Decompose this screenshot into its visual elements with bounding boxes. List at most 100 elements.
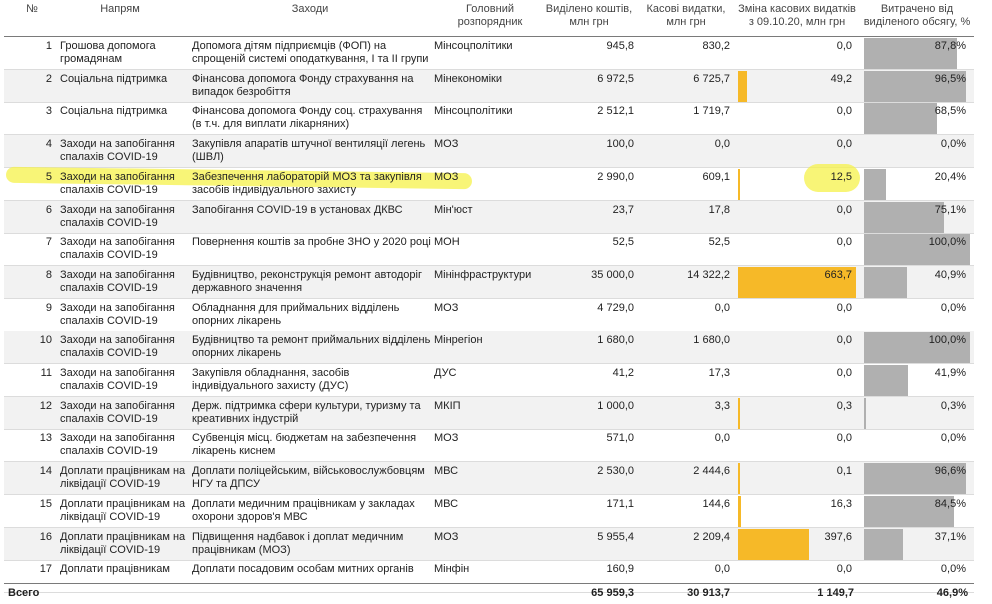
header-num[interactable]: № [26,3,38,15]
row-direction: Доплати працівникам на ліквідації COVID-… [60,465,186,490]
row-divider [4,233,974,234]
row-measure: Будівництво та ремонт приймальних відділ… [192,334,431,359]
table-row[interactable]: 14 Доплати працівникам на ліквідації COVI… [4,462,974,495]
row-divider [4,461,974,462]
row-direction: Заходи на запобігання спалахів COVID-19 [60,400,175,425]
row-num: 13 [39,432,52,444]
row-divider [4,200,974,201]
row-change: 0,0 [836,138,852,150]
table-row[interactable]: 16 Доплати працівникам на ліквідації COVI… [4,528,974,561]
table-row[interactable]: 5 Заходи на запобігання спалахів COVID-19… [4,164,974,201]
table-row[interactable]: 2 Соціальна підтримка Фінансова допомога Ф… [4,70,974,103]
header-direction[interactable]: Напрям [100,3,140,15]
row-divider [4,429,974,430]
row-divider [4,69,974,70]
row-manager: МОЗ [434,138,459,150]
row-measure: Будівництво, реконструкція ремонт автодо… [192,269,422,294]
change-bar [738,398,740,429]
table-row[interactable]: 13 Заходи на запобігання спалахів COVID-1… [4,429,974,462]
pct-bar [864,103,937,134]
row-direction: Заходи на запобігання спалахів COVID-19 [60,334,175,359]
row-manager: Мінінфраструктури [434,269,532,281]
row-num: 14 [39,465,52,477]
table-row[interactable]: 17 Доплати працівникам Доплати посадовим о… [4,560,974,593]
header-manager[interactable]: Головний розпорядник [457,3,523,28]
pct-bar [864,332,970,363]
row-change: 0,0 [836,367,852,379]
row-divider [4,298,974,299]
row-allocated: 100,0 [606,138,634,150]
table-row[interactable]: 4 Заходи на запобігання спалахів COVID-19… [4,135,974,168]
table-row[interactable]: 7 Заходи на запобігання спалахів COVID-19… [4,233,974,266]
row-measure: Субвенція місц. бюджетам на забезпечення… [192,432,417,457]
row-change: 397,6 [824,531,852,543]
row-num: 5 [45,171,52,183]
row-pct: 37,1% [934,531,966,543]
row-change: 0,0 [836,302,852,314]
row-direction: Заходи на запобігання спалахів COVID-19 [60,138,175,163]
header-pct[interactable]: Витрачено від виділеного обсягу, % [863,3,971,28]
row-pct: 0,0% [940,563,966,575]
row-manager: МОЗ [434,432,459,444]
row-divider [4,134,974,135]
change-bar [738,267,856,298]
table-row[interactable]: 6 Заходи на запобігання спалахів COVID-19… [4,201,974,234]
table-row[interactable]: 9 Заходи на запобігання спалахів COVID-19… [4,299,974,332]
row-manager: МОЗ [434,302,459,314]
row-allocated: 35 000,0 [591,269,634,281]
row-direction: Соціальна підтримка [60,73,168,85]
table-row[interactable]: 1 Грошова допомога громадянам Допомога діт… [4,37,974,70]
table-header: № Напрям Заходи Головний розпорядник Вид… [0,0,992,36]
total-label: Всего [8,587,40,599]
table-row[interactable]: 8 Заходи на запобігання спалахів COVID-19… [4,266,974,299]
row-allocated: 4 729,0 [597,302,634,314]
row-manager: Мін'юст [434,204,473,216]
total-spent: 30 913,7 [687,587,730,599]
row-measure: Доплати медичним працівникам у закладах … [192,498,415,523]
row-divider [4,363,974,364]
row-direction: Заходи на запобігання спалахів COVID-19 [60,171,175,196]
row-allocated: 160,9 [606,563,634,575]
row-divider [4,265,974,266]
row-spent: 0,0 [714,563,730,575]
row-direction: Заходи на запобігання спалахів COVID-19 [60,432,175,457]
row-divider [4,494,974,495]
total-allocated: 65 959,3 [591,587,634,599]
row-num: 7 [45,236,52,248]
pct-bar [864,365,909,396]
row-direction: Заходи на запобігання спалахів COVID-19 [60,204,175,229]
header-spent[interactable]: Касові видатки, млн грн [646,3,726,28]
row-direction: Заходи на запобігання спалахів COVID-19 [60,269,175,294]
row-allocated: 945,8 [606,40,634,52]
pct-bar [864,267,908,298]
row-num: 12 [39,400,52,412]
table-row[interactable]: 15 Доплати працівникам на ліквідації COVI… [4,495,974,528]
row-pct: 68,5% [934,105,966,117]
table-row[interactable]: 11 Заходи на запобігання спалахів COVID-1… [4,364,974,397]
row-change: 16,3 [830,498,852,510]
table-row[interactable]: 3 Соціальна підтримка Фінансова допомога Ф… [4,102,974,135]
row-allocated: 2 512,1 [597,105,634,117]
table-row[interactable]: 12 Заходи на запобігання спалахів COVID-1… [4,397,974,430]
total-divider [4,583,974,584]
row-spent: 52,5 [708,236,730,248]
row-divider [4,527,974,528]
pct-bar [864,202,944,233]
row-num: 6 [45,204,52,216]
row-pct: 87,8% [934,40,966,52]
row-num: 10 [39,334,52,346]
row-manager: Мінсоцполітики [434,105,513,117]
table-row[interactable]: 10 Заходи на запобігання спалахів COVID-1… [4,331,974,364]
change-bar [738,496,741,527]
change-bar [738,169,741,200]
row-spent: 0,0 [714,302,730,314]
row-manager: Мінфін [434,563,470,575]
header-allocated[interactable]: Виділено коштів, млн грн [545,3,633,28]
row-num: 3 [45,105,52,117]
row-direction: Грошова допомога громадянам [60,40,156,65]
header-measures[interactable]: Заходи [291,3,329,15]
header-change[interactable]: Зміна касових видатків з 09.10.20, млн г… [738,3,856,28]
row-manager: Мінсоцполітики [434,40,513,52]
row-spent: 1 719,7 [693,105,730,117]
row-manager: ДУС [434,367,457,379]
